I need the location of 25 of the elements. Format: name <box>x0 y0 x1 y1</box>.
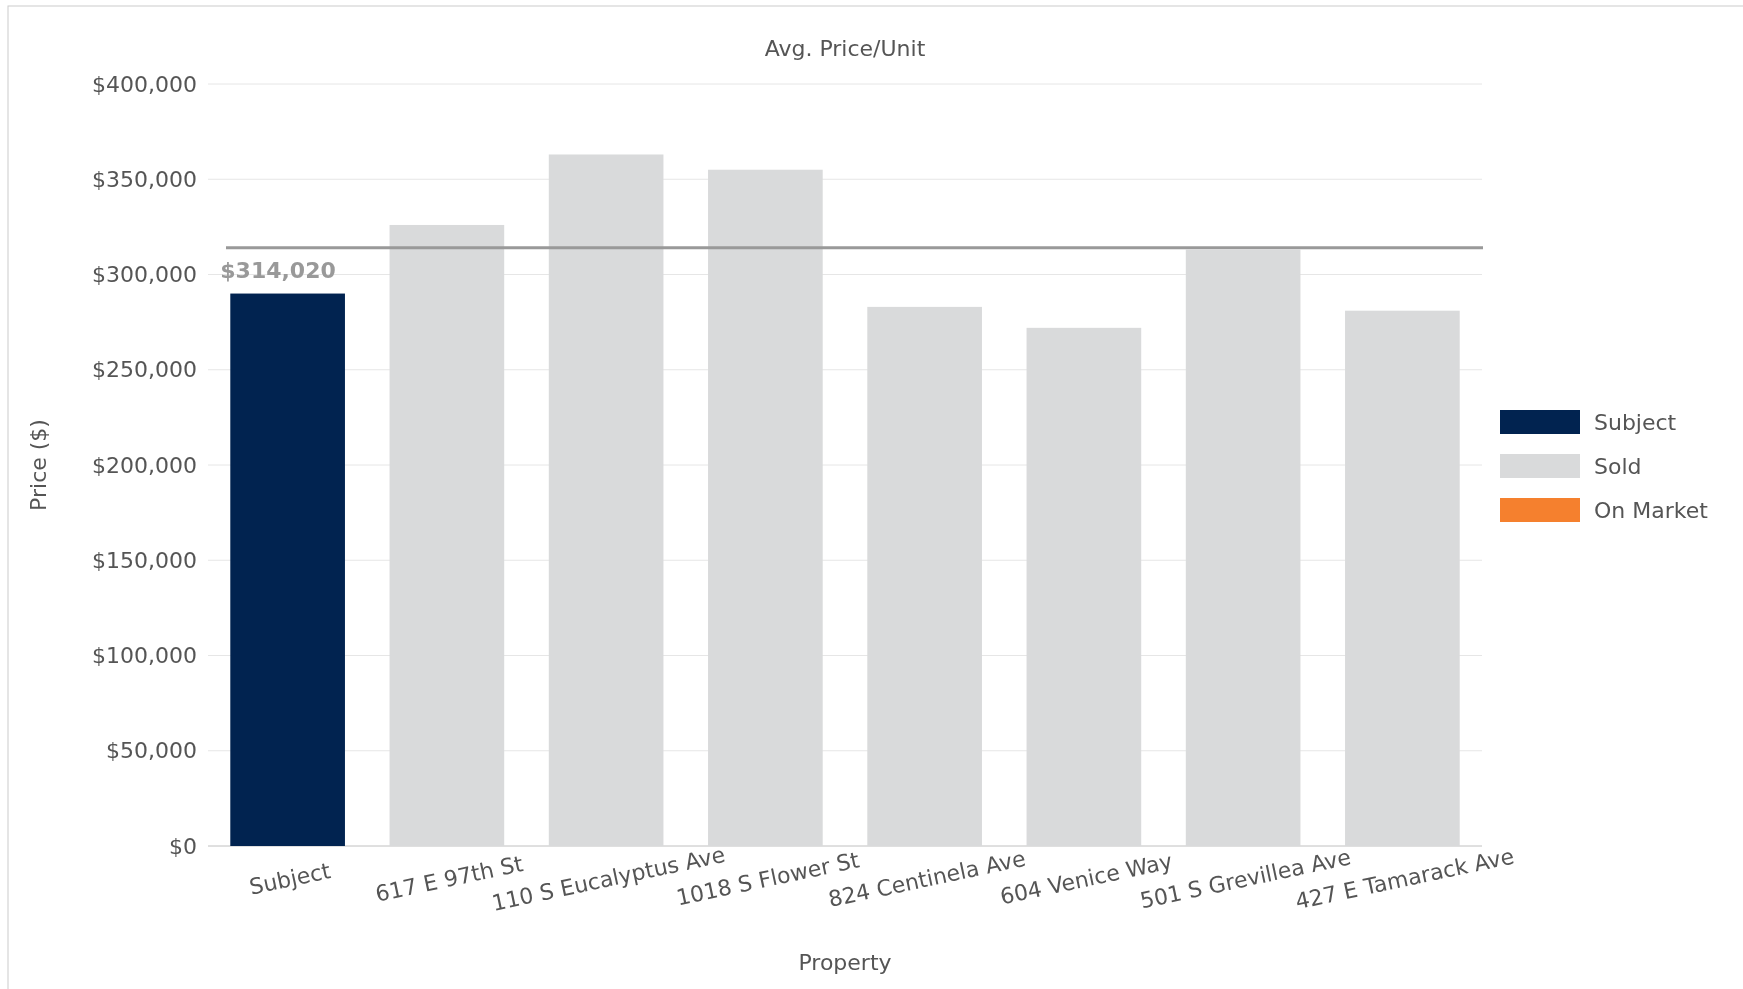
bar <box>708 169 823 846</box>
y-axis-title: Price ($) <box>26 419 51 511</box>
y-tick-label: $200,000 <box>92 452 197 478</box>
legend-label: Sold <box>1594 454 1642 479</box>
ref-line-label: $314,020 <box>220 257 336 283</box>
legend-label: Subject <box>1594 410 1677 435</box>
y-tick-label: $350,000 <box>92 166 197 192</box>
bar <box>867 306 982 846</box>
y-tick-label: $250,000 <box>92 357 197 383</box>
x-tick-label: Subject <box>247 858 334 900</box>
y-tick-label: $150,000 <box>92 547 197 573</box>
x-axis-title: Property <box>798 950 892 975</box>
bar <box>548 154 664 846</box>
bar <box>1026 327 1142 846</box>
chart-title: Avg. Price/Unit <box>764 36 926 61</box>
y-tick-label: $400,000 <box>92 71 197 97</box>
bar <box>230 293 345 846</box>
y-tick-label: $100,000 <box>92 643 197 669</box>
bar <box>1185 249 1301 846</box>
legend-label: On Market <box>1594 498 1709 523</box>
y-tick-label: $0 <box>169 833 197 859</box>
y-tick-label: $300,000 <box>92 262 197 288</box>
bar <box>1345 310 1460 846</box>
bar <box>389 224 505 846</box>
y-tick-label: $50,000 <box>106 738 197 764</box>
